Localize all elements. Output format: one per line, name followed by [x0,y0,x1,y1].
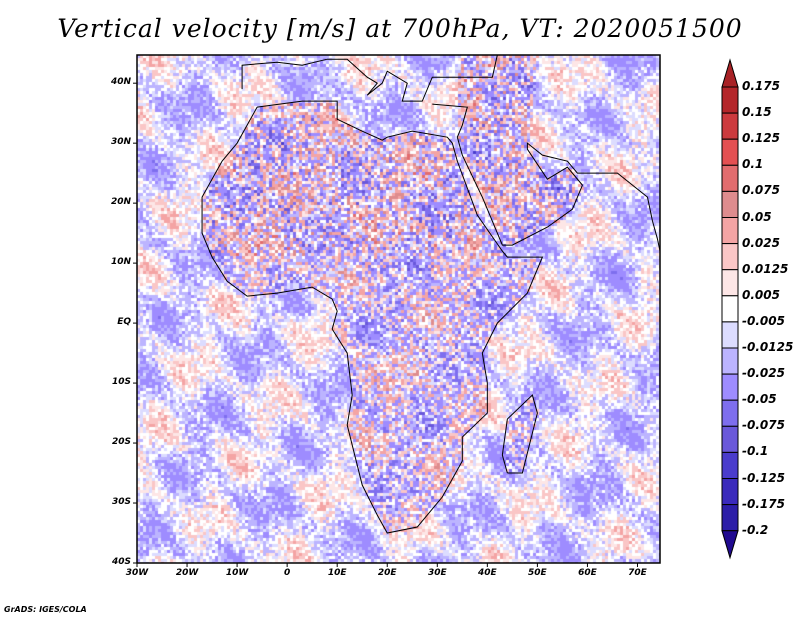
colorbar-box [721,217,739,245]
lon-tick-label: 0 [284,568,291,578]
coastline-africa [201,100,544,534]
colorbar-box [721,243,739,271]
colorbar-box [721,295,739,323]
colorbar-top-arrow [721,58,739,88]
colorbar-label: -0.125 [742,470,785,485]
lat-tick-label: 10N [110,257,131,268]
lon-tick-label: 30E [427,568,447,578]
colorbar-box [721,504,739,532]
colorbar-box [721,451,739,479]
colorbar-box [721,190,739,218]
colorbar-bottom-arrow [721,530,739,560]
colorbar-label: 0.175 [742,79,780,93]
colorbar-box [721,347,739,375]
lon-tick-label: 30W [125,568,149,578]
lon-tick-label: 20W [175,568,199,578]
lon-tick-label: 60E [578,568,597,578]
colorbar-box [721,269,739,297]
lon-tick-label: 50E [528,568,547,578]
colorbar-box [721,373,739,401]
coastline-arabia [456,137,661,252]
colorbar-box [721,425,739,453]
colorbar-label: 0.005 [742,287,780,302]
colorbar-label: 0.075 [742,183,780,198]
colorbar-box [721,399,739,427]
coastline-madagascar [501,394,538,474]
colorbar-label: -0.075 [742,418,785,433]
lat-tick-label: 10S [111,377,131,388]
colorbar-label: -0.0125 [742,340,794,354]
coastline-levant [432,103,468,138]
colorbar-label: -0.2 [742,522,769,537]
lat-tick-label: EQ [117,317,131,328]
colorbar-box [721,478,739,506]
lat-tick-label: 40S [111,557,131,567]
colorbar-label: 0.125 [742,131,780,146]
colorbar-box [721,138,739,166]
colorbar-box [721,164,739,192]
map-frame [136,54,661,564]
vertical-velocity-field-map [137,55,660,563]
lon-tick-label: 10W [225,568,249,578]
colorbar-label: -0.05 [742,392,777,407]
colorbar-box [721,321,739,349]
colorbar-label: 0.1 [742,157,764,172]
plot-title: Vertical velocity [m/s] at 700hPa, VT: 2… [57,14,743,43]
lat-tick-label: 30N [110,137,131,148]
colorbar-box [721,112,739,140]
colorbar-label: -0.025 [742,366,785,381]
lat-tick-label: 30S [111,497,131,508]
lon-tick-label: 40E [477,568,497,578]
colorbar-label: 0.05 [742,209,772,224]
colorbar-box [721,86,739,114]
colorbar-label: -0.005 [742,313,785,328]
colorbar-label: 0.15 [742,105,772,120]
colorbar-label: 0.0125 [742,261,789,276]
lat-tick-label: 20S [111,437,131,448]
colorbar-label: -0.1 [742,444,769,459]
lon-tick-label: 10E [327,568,347,578]
colorbar-label: 0.025 [742,235,780,250]
lon-tick-label: 70E [628,568,647,578]
lat-tick-label: 20N [110,197,131,208]
coastline-europe [241,54,498,102]
lat-tick-label: 40N [110,77,131,88]
grads-credit: GrADS: IGES/COLA [4,605,87,614]
lon-tick-label: 20E [377,568,397,578]
colorbar-label: -0.175 [742,496,785,511]
